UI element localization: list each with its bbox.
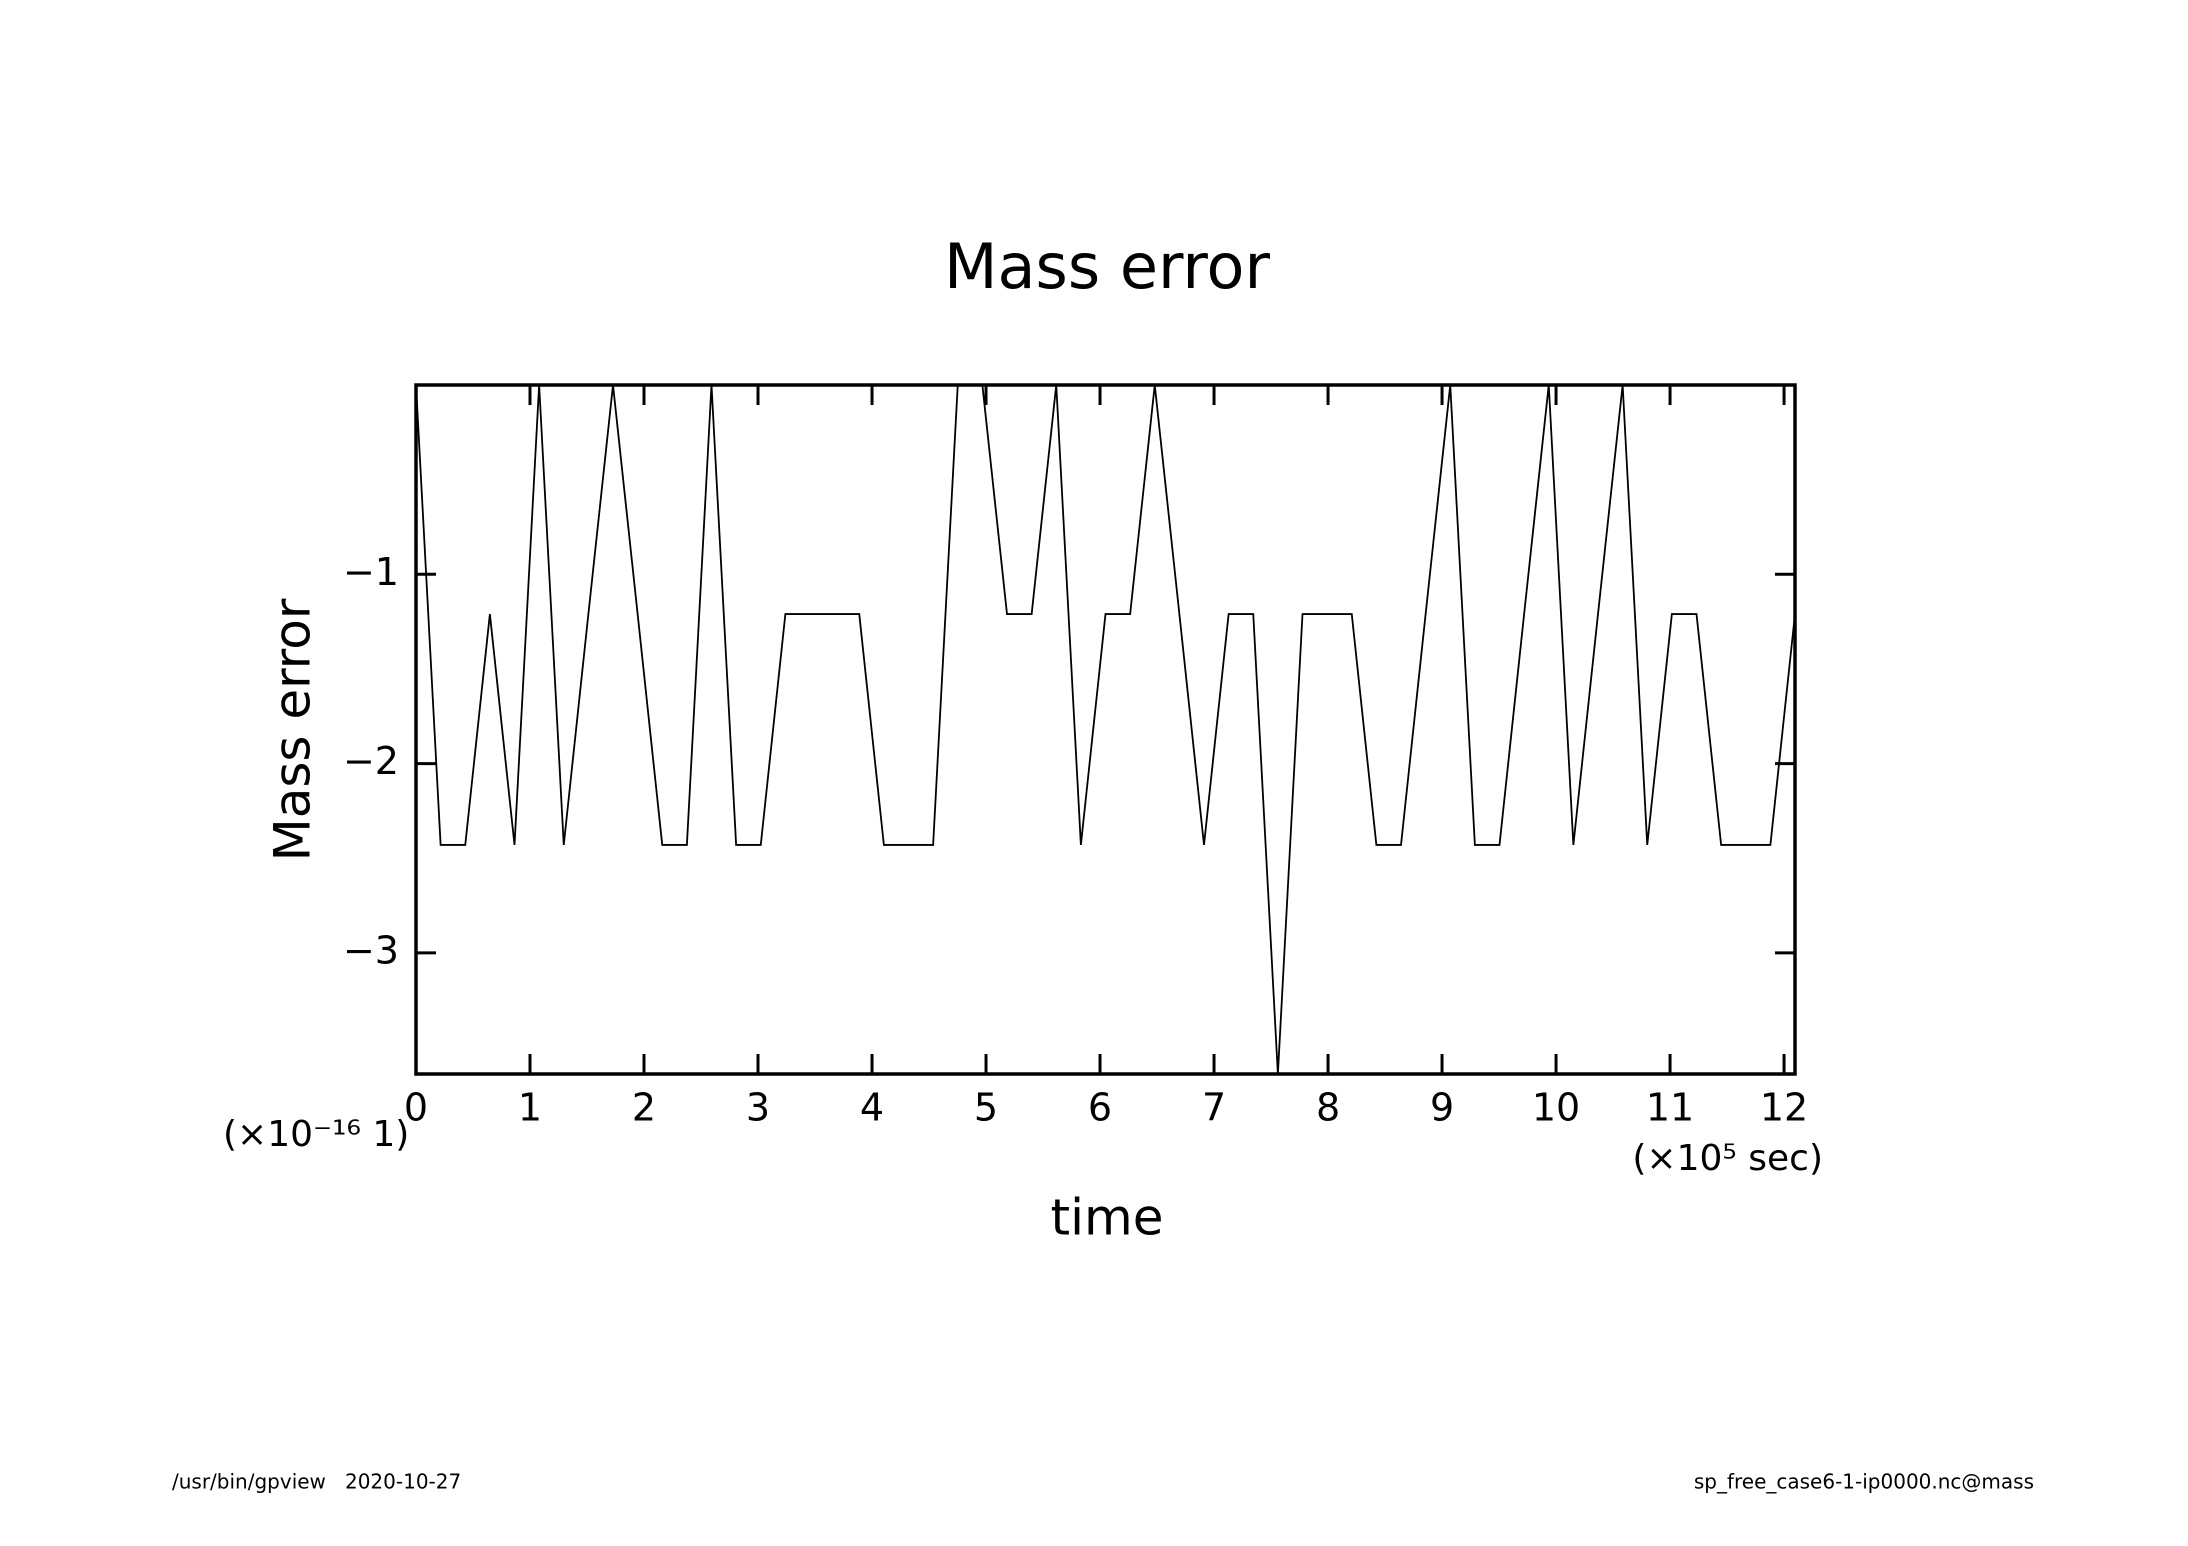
plot-frame (414, 383, 1797, 1076)
x-tick-label: 5 (974, 1086, 998, 1130)
y-tick-label: −1 (343, 550, 399, 594)
x-tick-label: 12 (1760, 1086, 1808, 1130)
x-tick-label: 9 (1430, 1086, 1454, 1130)
x-tick-label: 7 (1202, 1086, 1226, 1130)
x-axis-label: time (1051, 1189, 1164, 1247)
x-unit: (×10⁵ sec) (1632, 1138, 1823, 1179)
data-line (415, 384, 1796, 1075)
x-tick-label: 8 (1316, 1086, 1340, 1130)
y-tick-label: −2 (343, 739, 399, 783)
y-tick-label: −3 (343, 928, 399, 972)
footer-left: /usr/bin/gpview 2020-10-27 (172, 1470, 461, 1494)
x-tick-label: 0 (404, 1086, 428, 1130)
y-axis-label: Mass error (264, 598, 322, 861)
x-tick-label: 6 (1088, 1086, 1112, 1130)
x-tick-label: 1 (518, 1086, 542, 1130)
chart-title: Mass error (944, 230, 1270, 303)
x-tick-label: 10 (1532, 1086, 1580, 1130)
x-tick-label: 11 (1646, 1086, 1694, 1130)
x-tick-label: 3 (746, 1086, 770, 1130)
footer-right: sp_free_case6-1-ip0000.nc@mass (1694, 1470, 2034, 1494)
x-tick-label: 2 (632, 1086, 656, 1130)
x-tick-label: 4 (860, 1086, 884, 1130)
y-unit: (×10⁻¹⁶ 1) (223, 1114, 409, 1155)
